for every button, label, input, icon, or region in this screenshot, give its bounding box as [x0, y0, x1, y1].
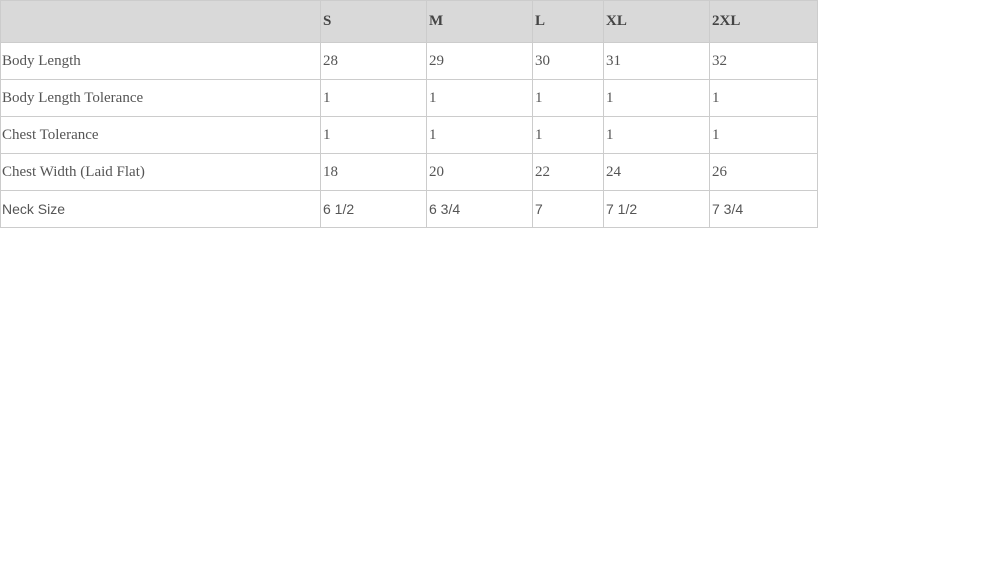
column-header-xl: XL	[603, 0, 710, 43]
table-cell: 24	[603, 153, 710, 191]
table-cell: 1	[426, 79, 533, 117]
table-row-chest-width: Chest Width (Laid Flat) 18 20 22 24 26	[0, 153, 818, 191]
table-cell: 18	[320, 153, 427, 191]
table-cell: 6 1/2	[320, 190, 427, 228]
table-row-body-length-tolerance: Body Length Tolerance 1 1 1 1 1	[0, 79, 818, 117]
table-cell: 31	[603, 42, 710, 80]
column-header-2xl: 2XL	[709, 0, 818, 43]
row-label: Body Length Tolerance	[0, 79, 321, 117]
table-cell: 7 3/4	[709, 190, 818, 228]
table-cell: 1	[532, 116, 604, 154]
table-cell: 32	[709, 42, 818, 80]
column-header-s: S	[320, 0, 427, 43]
table-row-chest-tolerance: Chest Tolerance 1 1 1 1 1	[0, 116, 818, 154]
row-label: Chest Width (Laid Flat)	[0, 153, 321, 191]
table-cell: 26	[709, 153, 818, 191]
row-label: Neck Size	[0, 190, 321, 228]
row-label: Chest Tolerance	[0, 116, 321, 154]
table-cell: 1	[320, 79, 427, 117]
header-row: S M L XL 2XL	[0, 0, 818, 43]
table-cell: 1	[709, 116, 818, 154]
column-header-m: M	[426, 0, 533, 43]
table-row-body-length: Body Length 28 29 30 31 32	[0, 42, 818, 80]
table-cell: 20	[426, 153, 533, 191]
table-cell: 1	[603, 116, 710, 154]
table-cell: 29	[426, 42, 533, 80]
table-cell: 1	[532, 79, 604, 117]
table-cell: 1	[320, 116, 427, 154]
column-header-blank	[0, 0, 321, 43]
column-header-l: L	[532, 0, 604, 43]
row-label: Body Length	[0, 42, 321, 80]
table-cell: 30	[532, 42, 604, 80]
table-cell: 1	[603, 79, 710, 117]
table-cell: 7 1/2	[603, 190, 710, 228]
table-cell: 1	[709, 79, 818, 117]
size-chart-table: S M L XL 2XL Body Length 28 29 30 31 32 …	[0, 0, 818, 228]
table-cell: 6 3/4	[426, 190, 533, 228]
table-cell: 1	[426, 116, 533, 154]
table-cell: 7	[532, 190, 604, 228]
table-cell: 22	[532, 153, 604, 191]
table-row-neck-size: Neck Size 6 1/2 6 3/4 7 7 1/2 7 3/4	[0, 190, 818, 228]
table-cell: 28	[320, 42, 427, 80]
